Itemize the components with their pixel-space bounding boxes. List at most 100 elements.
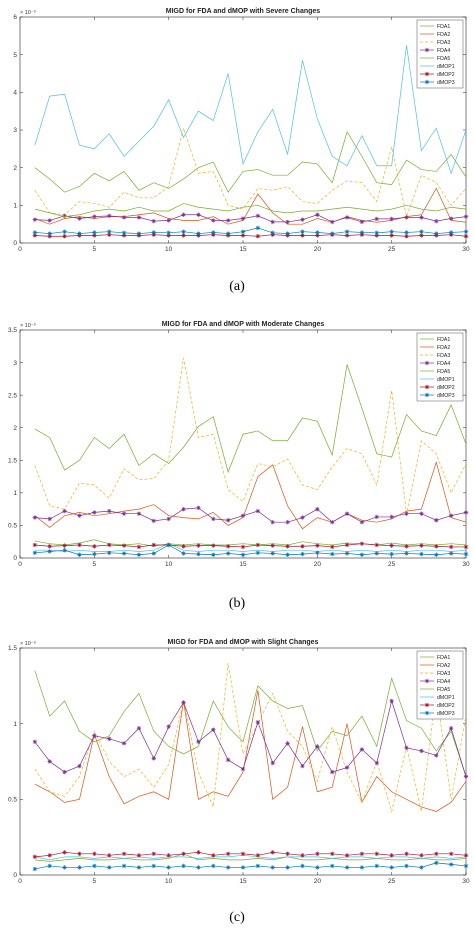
- data-point-marker: [62, 769, 67, 775]
- data-point-marker: [434, 851, 439, 857]
- y-exponent-label: × 10⁻³: [20, 10, 36, 16]
- y-tick-label: 0.5: [8, 523, 17, 530]
- x-tick-label: 10: [165, 246, 173, 253]
- data-point-marker: [255, 225, 261, 231]
- data-point-marker: [285, 552, 290, 557]
- series-line-fda1: [34, 364, 467, 474]
- data-point-marker: [181, 551, 186, 556]
- x-tick-label: 30: [462, 246, 470, 253]
- data-point-marker: [32, 230, 38, 235]
- data-point-marker: [92, 733, 97, 738]
- legend-marker: [424, 392, 430, 398]
- data-point-marker: [32, 550, 38, 555]
- data-point-marker: [151, 518, 156, 524]
- data-point-marker: [225, 851, 231, 857]
- legend-label-dmop2: dMOP2: [437, 72, 455, 78]
- x-tick-label: 30: [462, 878, 470, 885]
- chart-panel-2: MIGD for FDA and dMOP with Moderate Chan…: [8, 321, 470, 568]
- data-point-marker: [32, 217, 38, 222]
- data-point-marker: [419, 215, 424, 220]
- data-point-marker: [285, 741, 290, 746]
- data-point-marker: [181, 229, 186, 234]
- legend-label-fda1: FDA1: [437, 337, 450, 343]
- x-tick-label: 25: [388, 878, 396, 885]
- data-point-marker: [404, 215, 409, 220]
- data-point-marker: [92, 863, 97, 869]
- data-point-marker: [166, 230, 171, 236]
- data-point-marker: [240, 216, 246, 221]
- data-point-marker: [359, 230, 365, 235]
- data-point-marker: [300, 229, 305, 234]
- data-point-marker: [255, 550, 261, 555]
- data-point-marker: [463, 510, 469, 515]
- data-point-marker: [359, 219, 365, 225]
- data-point-marker: [255, 542, 261, 548]
- legend-label-fda1: FDA1: [437, 655, 450, 661]
- data-point-marker: [374, 216, 379, 222]
- data-point-marker: [374, 851, 379, 857]
- data-point-marker: [448, 862, 454, 867]
- y-tick-label: 2: [13, 425, 17, 432]
- data-point-marker: [107, 550, 112, 555]
- data-point-marker: [211, 863, 216, 869]
- data-point-marker: [151, 551, 156, 556]
- data-point-marker: [77, 552, 82, 557]
- y-tick-label: 0: [13, 555, 17, 562]
- data-point-marker: [300, 763, 305, 769]
- y-tick-label: 2: [13, 165, 17, 172]
- data-point-marker: [300, 515, 305, 520]
- data-point-marker: [419, 233, 424, 238]
- data-point-marker: [136, 544, 142, 550]
- y-exponent-label: × 10⁻³: [20, 323, 36, 329]
- data-point-marker: [315, 865, 320, 870]
- data-point-marker: [434, 544, 439, 549]
- data-point-marker: [151, 863, 156, 869]
- x-tick-label: 20: [314, 561, 322, 568]
- data-point-marker: [92, 233, 97, 238]
- data-point-marker: [330, 544, 335, 550]
- data-point-marker: [374, 514, 379, 520]
- data-point-marker: [389, 853, 394, 858]
- data-point-marker: [211, 218, 216, 223]
- data-point-marker: [121, 863, 127, 869]
- data-point-marker: [330, 769, 335, 775]
- data-point-marker: [270, 865, 275, 870]
- legend-label-fda4: FDA4: [437, 361, 450, 367]
- data-point-marker: [330, 231, 335, 236]
- data-point-marker: [463, 214, 469, 219]
- data-point-marker: [107, 229, 112, 234]
- data-point-marker: [285, 544, 290, 549]
- data-point-marker: [196, 551, 201, 557]
- data-point-marker: [419, 748, 424, 754]
- legend-label-fda4: FDA4: [437, 679, 450, 685]
- data-point-marker: [136, 511, 142, 516]
- data-point-marker: [255, 853, 261, 858]
- x-tick-label: 0: [18, 246, 22, 253]
- data-point-marker: [121, 543, 127, 548]
- data-point-marker: [32, 854, 38, 860]
- y-exponent-label: × 10⁻³: [20, 641, 36, 647]
- data-point-marker: [270, 230, 275, 236]
- data-point-marker: [196, 739, 201, 745]
- data-point-marker: [225, 518, 231, 523]
- data-point-marker: [270, 519, 275, 525]
- data-point-marker: [92, 851, 97, 857]
- data-point-marker: [374, 542, 379, 548]
- data-point-marker: [181, 544, 186, 549]
- data-point-marker: [151, 230, 156, 235]
- legend-label-dmop3: dMOP3: [437, 393, 455, 399]
- series-line-fda2: [34, 460, 467, 530]
- series-markers-dmop2: [32, 850, 469, 860]
- data-point-marker: [77, 542, 82, 548]
- data-point-marker: [344, 511, 350, 516]
- data-point-marker: [136, 726, 142, 731]
- legend-label-fda3: FDA3: [437, 671, 450, 677]
- data-point-marker: [330, 519, 335, 525]
- data-point-marker: [47, 544, 52, 549]
- data-point-marker: [255, 863, 261, 869]
- data-point-marker: [225, 551, 231, 556]
- chart-panel-3: MIGD for FDA and dMOP with Slight Change…: [8, 639, 470, 885]
- data-point-marker: [92, 230, 97, 235]
- data-point-marker: [121, 551, 127, 556]
